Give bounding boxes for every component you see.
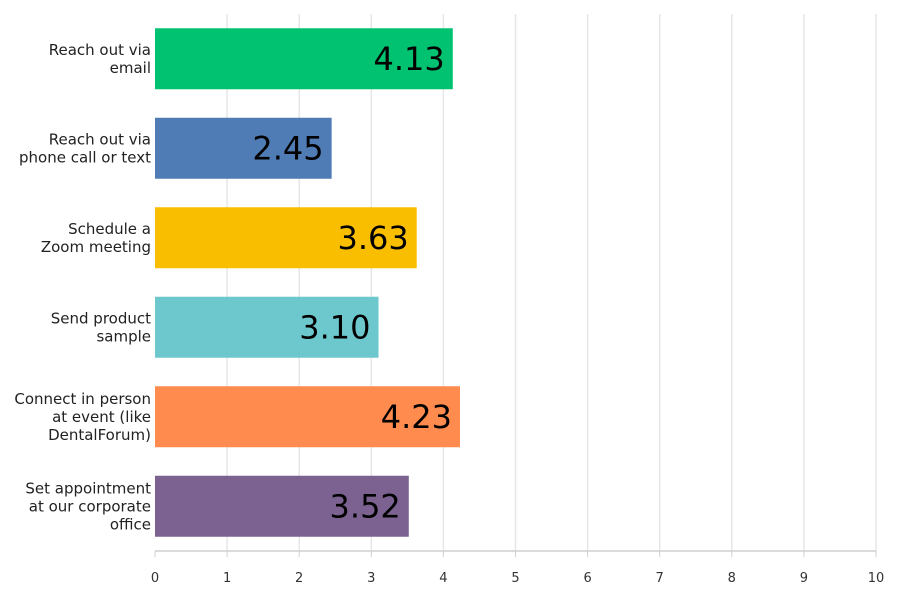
bar-6 <box>155 475 409 537</box>
category-label-line: office <box>110 515 151 533</box>
data-label-1: 4.13 <box>374 40 445 78</box>
category-label-1: Reach out via email <box>49 41 151 77</box>
category-label-line: Reach out via <box>49 130 151 148</box>
category-label-line: DentalForum) <box>48 426 151 444</box>
x-tick-label-6: 6 <box>583 571 591 586</box>
bar-1 <box>155 28 453 90</box>
bar-4 <box>155 296 379 358</box>
category-label-line: Send product <box>51 309 151 327</box>
category-label-line: at event (like <box>52 408 151 426</box>
data-label-2: 2.45 <box>252 129 323 167</box>
data-label-6: 3.52 <box>330 487 401 525</box>
category-label-5: Connect in person at event (like DentalFor… <box>14 390 151 444</box>
x-tick-label-0: 0 <box>151 571 159 586</box>
x-tick-label-7: 7 <box>656 571 664 586</box>
category-label-line: phone call or text <box>19 148 151 166</box>
category-label-line: email <box>110 59 151 77</box>
category-label-line: sample <box>96 327 151 345</box>
x-tick-label-5: 5 <box>511 571 519 586</box>
category-label-line: at our corporate <box>29 497 151 515</box>
x-tick-label-1: 1 <box>223 571 231 586</box>
category-label-3: Schedule a Zoom meeting <box>41 220 151 256</box>
bar-2 <box>155 117 332 179</box>
category-label-4: Send product sample <box>51 309 151 345</box>
x-tick-label-3: 3 <box>367 571 375 586</box>
x-tick-label-4: 4 <box>439 571 447 586</box>
x-tick-label-2: 2 <box>295 571 303 586</box>
category-label-line: Reach out via <box>49 41 151 59</box>
gridlines <box>226 14 877 551</box>
bars: 4.13 2.45 3.63 3.10 4.23 3.52 <box>155 28 460 537</box>
data-label-3: 3.63 <box>337 219 408 257</box>
x-tick-label-9: 9 <box>800 571 808 586</box>
category-label-line: Connect in person <box>14 390 151 408</box>
category-label-line: Schedule a <box>68 220 151 238</box>
bar-3 <box>155 207 417 269</box>
category-label-6: Set appointment at our corporate office <box>25 479 151 533</box>
x-tick-label-10: 10 <box>868 571 885 586</box>
category-label-line: Zoom meeting <box>41 238 151 256</box>
category-label-2: Reach out via phone call or text <box>19 130 151 166</box>
data-label-4: 3.10 <box>299 308 370 346</box>
x-axis-ticks: 0 1 2 3 4 5 6 7 8 9 10 <box>151 551 884 586</box>
x-tick-label-8: 8 <box>728 571 736 586</box>
bar-5 <box>155 386 460 448</box>
data-label-5: 4.23 <box>381 398 452 436</box>
category-label-line: Set appointment <box>25 479 151 497</box>
